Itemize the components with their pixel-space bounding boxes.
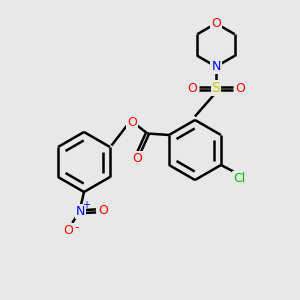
- Text: O: O: [235, 82, 245, 95]
- Text: S: S: [212, 81, 220, 95]
- Text: Cl: Cl: [233, 172, 246, 185]
- Text: O: O: [64, 224, 73, 237]
- Text: O: O: [187, 82, 197, 95]
- Text: N: N: [211, 60, 221, 73]
- Text: -: -: [74, 221, 79, 234]
- Text: +: +: [82, 200, 90, 210]
- Text: O: O: [132, 152, 142, 165]
- Text: O: O: [127, 116, 137, 129]
- Text: O: O: [211, 17, 221, 30]
- Text: O: O: [98, 204, 108, 218]
- Text: N: N: [76, 205, 85, 218]
